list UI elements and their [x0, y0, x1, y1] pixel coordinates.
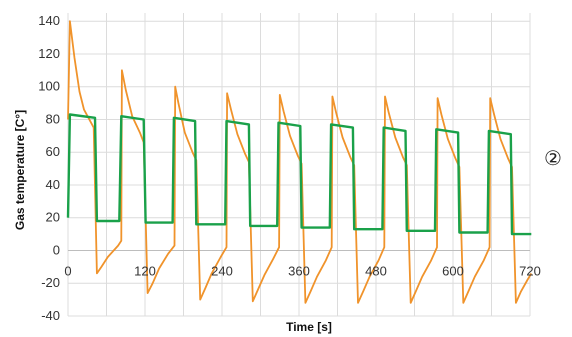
x-tick-label: 720 — [519, 263, 541, 278]
y-tick-label: 60 — [46, 144, 60, 159]
green-series-line — [66, 113, 532, 236]
y-tick-label: 20 — [46, 210, 60, 225]
y-tick-label: -40 — [41, 308, 60, 323]
y-tick-label: -20 — [41, 275, 60, 290]
x-tick-label: 480 — [365, 263, 387, 278]
series-lines — [66, 20, 533, 304]
x-axis-title: Time [s] — [286, 320, 332, 334]
x-tick-label: 120 — [134, 263, 156, 278]
y-tick-label: 40 — [46, 177, 60, 192]
x-tick-label: 360 — [288, 263, 310, 278]
x-tick-label: 600 — [442, 263, 464, 278]
grid-lines — [67, 13, 531, 317]
y-tick-label: 140 — [38, 13, 60, 28]
circled-number-annotation: ② — [544, 146, 562, 170]
y-tick-label: 0 — [53, 242, 60, 257]
y-tick-labels: -40 -20 0 20 40 60 80 100 120 140 — [38, 13, 60, 323]
y-axis-title: Gas temperature [C°] — [13, 110, 27, 230]
x-tick-label: 240 — [211, 263, 233, 278]
x-tick-label: 0 — [64, 263, 71, 278]
y-tick-label: 80 — [46, 111, 60, 126]
x-tick-labels: 0 120 240 360 480 600 720 — [64, 263, 540, 278]
y-tick-label: 100 — [38, 79, 60, 94]
y-tick-label: 120 — [38, 46, 60, 61]
